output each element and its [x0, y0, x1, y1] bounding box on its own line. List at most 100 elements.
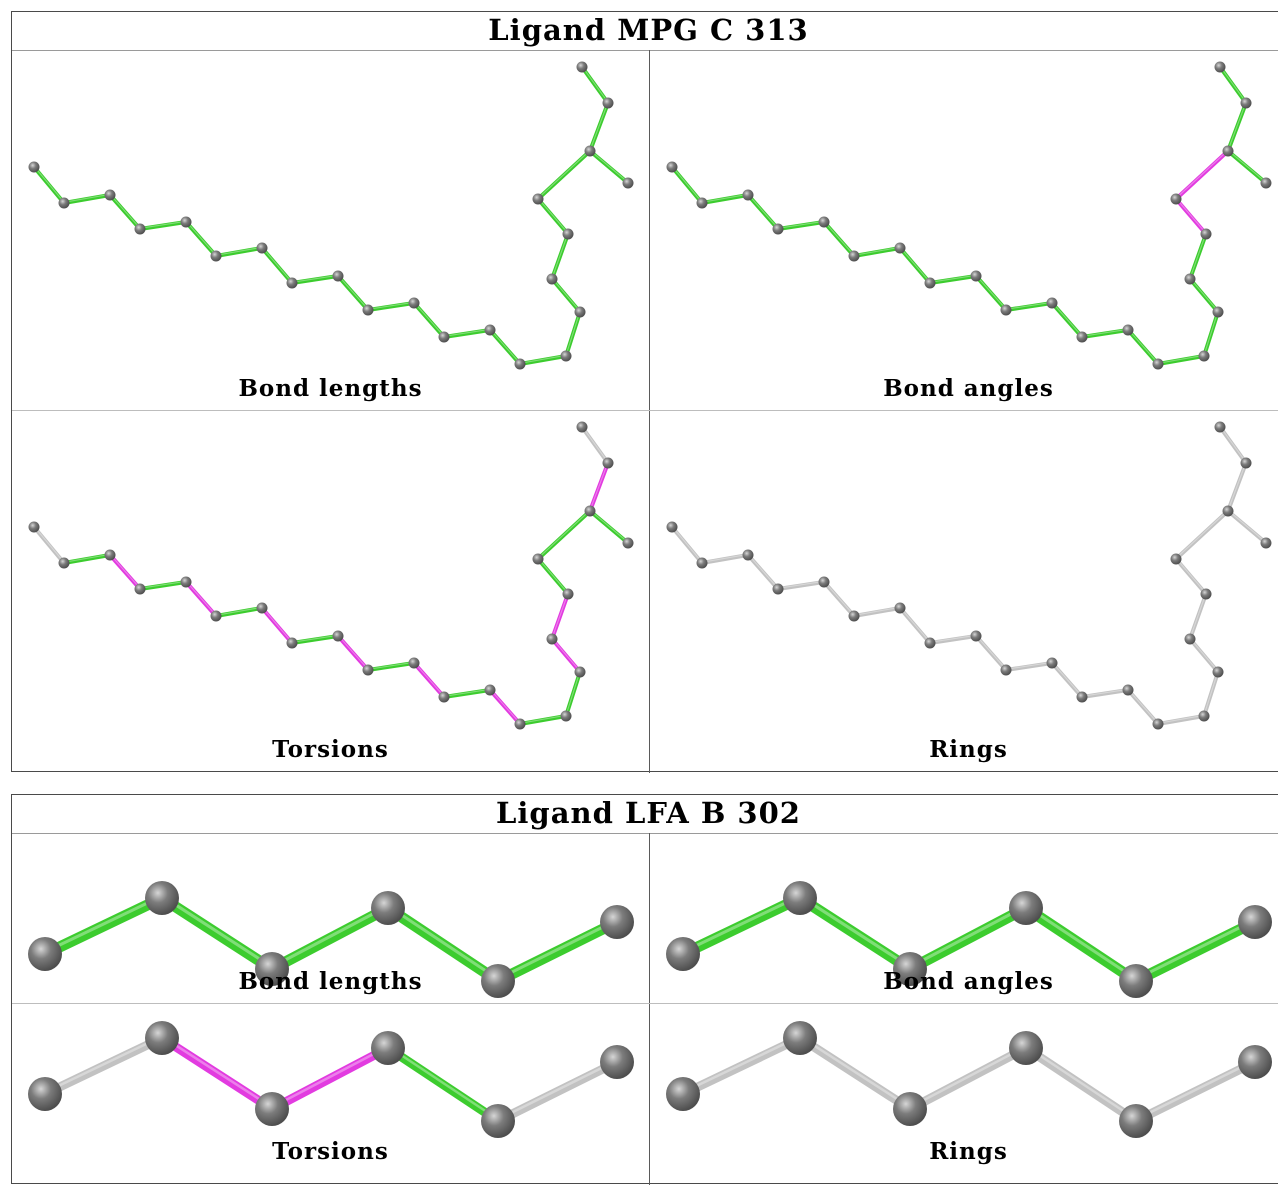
bond-highlight	[261, 606, 293, 643]
bond-highlight	[777, 220, 825, 229]
atom	[255, 952, 289, 986]
bond-highlight	[291, 274, 339, 283]
bond-highlight	[270, 1045, 390, 1109]
atom	[514, 718, 526, 730]
bond	[412, 301, 446, 339]
atom	[362, 304, 374, 316]
bond-highlight	[589, 101, 609, 151]
bond	[1218, 65, 1248, 105]
bond-highlight	[185, 220, 217, 256]
bond-highlight	[1203, 310, 1219, 356]
bond	[1126, 688, 1160, 726]
bond	[588, 509, 630, 545]
atom	[145, 881, 179, 915]
bond-highlight	[798, 1035, 912, 1109]
molecule-render	[28, 61, 634, 370]
atom	[532, 193, 544, 205]
atom	[970, 630, 982, 642]
atom	[818, 216, 830, 228]
atom	[210, 250, 222, 262]
bond-highlight	[43, 1035, 164, 1094]
bond-highlight	[1134, 1059, 1257, 1121]
bond	[852, 606, 902, 618]
atom	[1200, 228, 1212, 240]
bond	[1226, 509, 1268, 545]
bond-highlight	[589, 509, 629, 543]
atom	[286, 277, 298, 289]
bond	[852, 246, 902, 258]
atom	[1119, 1104, 1153, 1138]
bond-highlight	[747, 193, 779, 229]
atom	[362, 664, 374, 676]
bond	[928, 634, 978, 645]
bond	[746, 553, 780, 591]
atom	[584, 145, 596, 157]
bond	[1004, 301, 1054, 312]
bond-highlight	[551, 637, 581, 672]
molecule-render	[666, 881, 1272, 998]
bond	[898, 246, 932, 285]
bond	[108, 553, 142, 591]
panel-title: Ligand LFA B 302	[12, 795, 1278, 834]
atom	[742, 189, 754, 201]
atom	[256, 602, 268, 614]
bond-highlight	[777, 580, 825, 589]
bond	[1156, 354, 1206, 366]
atom	[894, 602, 906, 614]
bond-highlight	[519, 354, 567, 364]
atom	[1184, 633, 1196, 645]
bond-highlight	[1051, 661, 1083, 697]
bond	[290, 274, 340, 285]
atom	[1200, 588, 1212, 600]
bond	[550, 232, 570, 281]
bond	[1004, 661, 1054, 672]
atom	[180, 576, 192, 588]
bond-highlight	[291, 634, 339, 643]
bond-highlight	[1227, 149, 1267, 183]
bond-highlight	[565, 670, 581, 716]
cell-caption: Torsions	[272, 1138, 389, 1165]
atom	[408, 657, 420, 669]
column-divider	[649, 50, 650, 773]
bond	[260, 246, 294, 285]
bond	[266, 902, 394, 975]
bond	[39, 892, 168, 960]
atom	[28, 161, 40, 173]
atom	[104, 549, 116, 561]
atom	[1184, 273, 1196, 285]
atom	[783, 881, 817, 915]
atom	[924, 277, 936, 289]
bond	[974, 634, 1008, 672]
atom	[438, 691, 450, 703]
bond-highlight	[337, 634, 369, 670]
bond	[794, 892, 916, 975]
atom	[696, 197, 708, 209]
bond	[677, 892, 806, 960]
bond	[214, 246, 264, 258]
atom	[1260, 537, 1272, 549]
atom	[58, 197, 70, 209]
bond	[1188, 592, 1208, 641]
bond	[776, 580, 826, 591]
atom	[848, 610, 860, 622]
bond-highlight	[160, 894, 274, 969]
atom	[484, 684, 496, 696]
bond	[536, 557, 570, 596]
bond	[32, 525, 66, 565]
bond-highlight	[63, 193, 111, 203]
atom	[481, 1104, 515, 1138]
bond-highlight	[1157, 714, 1205, 724]
column-divider	[649, 833, 650, 1185]
ligand-panel-2: Ligand LFA B 302 Bond lengths Bond angle…	[11, 794, 1278, 1185]
bond-highlight	[160, 1035, 274, 1109]
atom	[1214, 61, 1226, 73]
bond-highlight	[537, 509, 591, 559]
atom	[622, 537, 634, 549]
atom	[514, 358, 526, 370]
bond-highlight	[43, 894, 164, 954]
atom	[602, 457, 614, 469]
atom	[1212, 306, 1224, 318]
bond-angles-cell: Bond angles	[650, 834, 1278, 1003]
bond-highlight	[899, 246, 931, 283]
atom	[104, 189, 116, 201]
